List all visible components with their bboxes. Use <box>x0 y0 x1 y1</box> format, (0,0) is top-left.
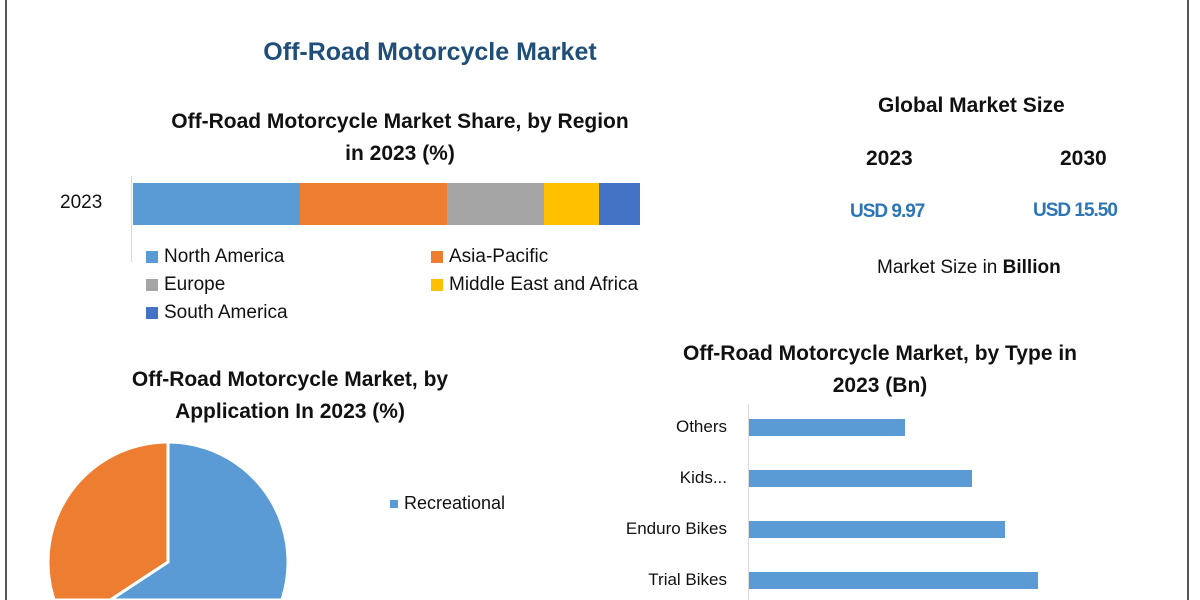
legend-label: Asia-Pacific <box>449 246 549 267</box>
type-title-line1: Off-Road Motorcycle Market, by Type in <box>682 342 1077 365</box>
application-chart-title: Off-Road Motorcycle Market, by Applicati… <box>40 364 540 428</box>
legend-swatch <box>431 279 443 291</box>
region-segment-europe <box>447 183 544 225</box>
region-chart-title: Off-Road Motorcycle Market Share, by Reg… <box>100 106 700 170</box>
region-legend-item: North America <box>146 246 431 268</box>
note-unit: Billion <box>1002 257 1061 278</box>
type-category-label: Enduro Bikes <box>625 519 727 538</box>
pie-slice-recreational <box>107 440 290 600</box>
application-title-line1: Off-Road Motorcycle Market, by <box>131 368 449 391</box>
region-category-label: 2023 <box>60 192 103 213</box>
pie-slice-other <box>46 440 170 600</box>
page-title: Off-Road Motorcycle Market <box>263 38 597 66</box>
type-title-line2: 2023 (Bn) <box>832 374 928 397</box>
legend-label: Middle East and Africa <box>449 274 639 295</box>
application-pie <box>46 440 290 600</box>
legend-label: Europe <box>164 274 226 295</box>
application-legend: Recreational <box>390 493 505 514</box>
value-2023: USD 9.97 <box>850 201 925 222</box>
type-bar <box>749 521 1005 538</box>
region-chart-title-line2: in 2023 (%) <box>345 142 455 165</box>
legend-label: Recreational <box>404 493 506 513</box>
note-text: Market Size in <box>877 257 1003 278</box>
legend-label: North America <box>164 246 285 267</box>
value-2030: USD 15.50 <box>1033 200 1118 221</box>
legend-swatch <box>390 499 398 508</box>
region-axis <box>131 176 132 262</box>
type-bar <box>749 572 1038 589</box>
type-axis <box>748 404 749 600</box>
legend-swatch <box>146 251 158 263</box>
type-category-label: Others <box>675 417 727 436</box>
region-legend-item: Middle East and Africa <box>431 274 706 296</box>
type-chart-title: Off-Road Motorcycle Market, by Type in 2… <box>620 338 1140 402</box>
region-segment-north-america <box>133 183 301 225</box>
infographic-frame <box>5 0 1189 600</box>
type-bar <box>749 470 972 487</box>
region-legend-item: Asia-Pacific <box>431 246 706 268</box>
type-category-label: Kids... <box>679 468 727 487</box>
year-2023-label: 2023 <box>866 147 913 170</box>
type-category-label: Trial Bikes <box>648 570 727 589</box>
legend-label: South America <box>164 302 288 323</box>
year-2030-label: 2030 <box>1060 147 1107 170</box>
market-size-note: Market Size in Billion <box>877 257 1061 279</box>
legend-swatch <box>146 307 158 319</box>
region-segment-middle-east-and-africa <box>543 183 600 225</box>
region-legend: North America Asia-Pacific Europe Middle Ea… <box>146 246 706 324</box>
global-market-heading: Global Market Size <box>878 94 1065 117</box>
region-legend-item: South America <box>146 302 431 324</box>
region-stacked-bar <box>133 183 640 225</box>
application-title-line2: Application In 2023 (%) <box>175 400 405 423</box>
region-legend-item: Europe <box>146 274 431 296</box>
region-segment-south-america <box>599 183 640 225</box>
region-segment-asia-pacific <box>300 183 448 225</box>
legend-swatch <box>431 251 443 263</box>
region-chart-title-line1: Off-Road Motorcycle Market Share, by Reg… <box>171 110 629 133</box>
type-bar <box>749 419 905 436</box>
legend-swatch <box>146 279 158 291</box>
